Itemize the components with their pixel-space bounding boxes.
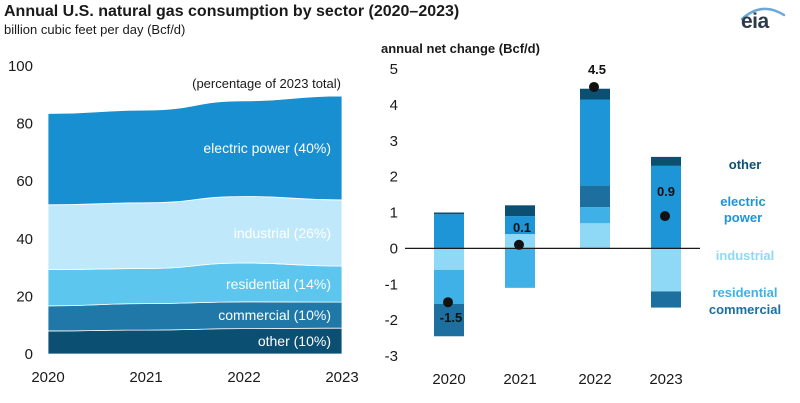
net-dot-2021 <box>514 239 524 250</box>
bar-other-2022 <box>580 88 610 100</box>
x-tick-label: 2022 <box>578 371 611 388</box>
y-tick-label: 1 <box>390 205 398 222</box>
y-tick-label: -2 <box>385 312 398 329</box>
y-tick-label: 5 <box>390 61 398 78</box>
net-dot-2023 <box>660 211 670 222</box>
area-label-other: other (10%) <box>258 333 331 349</box>
y-tick-label: -3 <box>385 348 398 365</box>
legend-electric-power: electric power <box>720 194 766 225</box>
area-label-industrial: industrial (26%) <box>234 225 331 241</box>
y-tick-label: 2 <box>390 169 398 186</box>
y-tick-label: 100 <box>8 58 33 75</box>
bar-electric_power-2021 <box>505 216 535 235</box>
legend-residential: residential <box>712 285 777 300</box>
area-label-electric_power: electric power (40%) <box>203 140 331 156</box>
net-change-bar-chart: annual net change (Bcf/d) 5 4 3 2 1 0 -1 -2 -3 202… <box>381 41 781 388</box>
y-tick-label: 0 <box>25 346 33 363</box>
legend-industrial: industrial <box>716 248 775 263</box>
y-tick-label: 20 <box>16 288 33 305</box>
y-tick-label: -1 <box>385 276 398 293</box>
x-tick-label: 2020 <box>31 369 64 386</box>
x-tick-label: 2023 <box>325 369 358 386</box>
eia-logo <box>734 5 790 37</box>
net-label-2022: 4.5 <box>588 62 606 77</box>
bar-commercial-2023 <box>651 291 681 308</box>
percentage-note: (percentage of 2023 total) <box>192 76 341 91</box>
x-tick-label: 2020 <box>432 371 465 388</box>
bar-residential-2022 <box>580 207 610 224</box>
bar-other-2023 <box>651 156 681 166</box>
x-tick-label: 2021 <box>129 369 162 386</box>
bar-industrial-2023 <box>651 248 681 292</box>
bar-commercial-2022 <box>580 185 610 208</box>
legend-commercial: commercial <box>709 302 781 317</box>
x-tick-label: 2021 <box>503 371 536 388</box>
y-tick-label: 40 <box>16 231 33 248</box>
y-tick-label: 4 <box>390 97 398 114</box>
legend-other: other <box>729 157 762 172</box>
net-dot-2020 <box>443 297 453 308</box>
bar-residential-2021 <box>505 248 535 288</box>
area-electric_power <box>47 95 343 206</box>
area-label-residential: residential (14%) <box>226 276 331 292</box>
bar-other-2021 <box>505 205 535 217</box>
bar-electric_power-2020 <box>434 214 464 249</box>
x-tick-label: 2022 <box>227 369 260 386</box>
net-dot-2022 <box>589 81 599 92</box>
bar-commercial-2020 <box>434 303 464 337</box>
bar-industrial-2022 <box>580 223 610 249</box>
y-tick-label: 80 <box>16 116 33 133</box>
y-tick-label: 60 <box>16 173 33 190</box>
x-tick-label: 2023 <box>649 371 682 388</box>
chart-title: Annual U.S. natural gas consumption by s… <box>4 3 460 20</box>
bar-other-2020 <box>434 212 464 215</box>
area-chart: 0 20 40 60 80 100 2020 2021 2022 2023 other (10%) c… <box>8 58 359 386</box>
y-tick-label: 3 <box>390 133 398 150</box>
bar-electric_power-2022 <box>580 99 610 186</box>
eia-logo-text: eia <box>741 10 769 33</box>
net-label-2023: 0.9 <box>657 184 675 199</box>
net-label-2020: -1.5 <box>440 310 462 325</box>
chart-subtitle: billion cubic feet per day (Bcf/d) <box>4 22 186 37</box>
net-label-2021: 0.1 <box>513 220 531 235</box>
bar-electric_power-2023 <box>651 165 681 249</box>
y-tick-label: 0 <box>390 240 398 257</box>
area-label-commercial: commercial (10%) <box>218 307 331 323</box>
bar-industrial-2020 <box>434 248 464 270</box>
net-change-title: annual net change (Bcf/d) <box>381 41 540 56</box>
